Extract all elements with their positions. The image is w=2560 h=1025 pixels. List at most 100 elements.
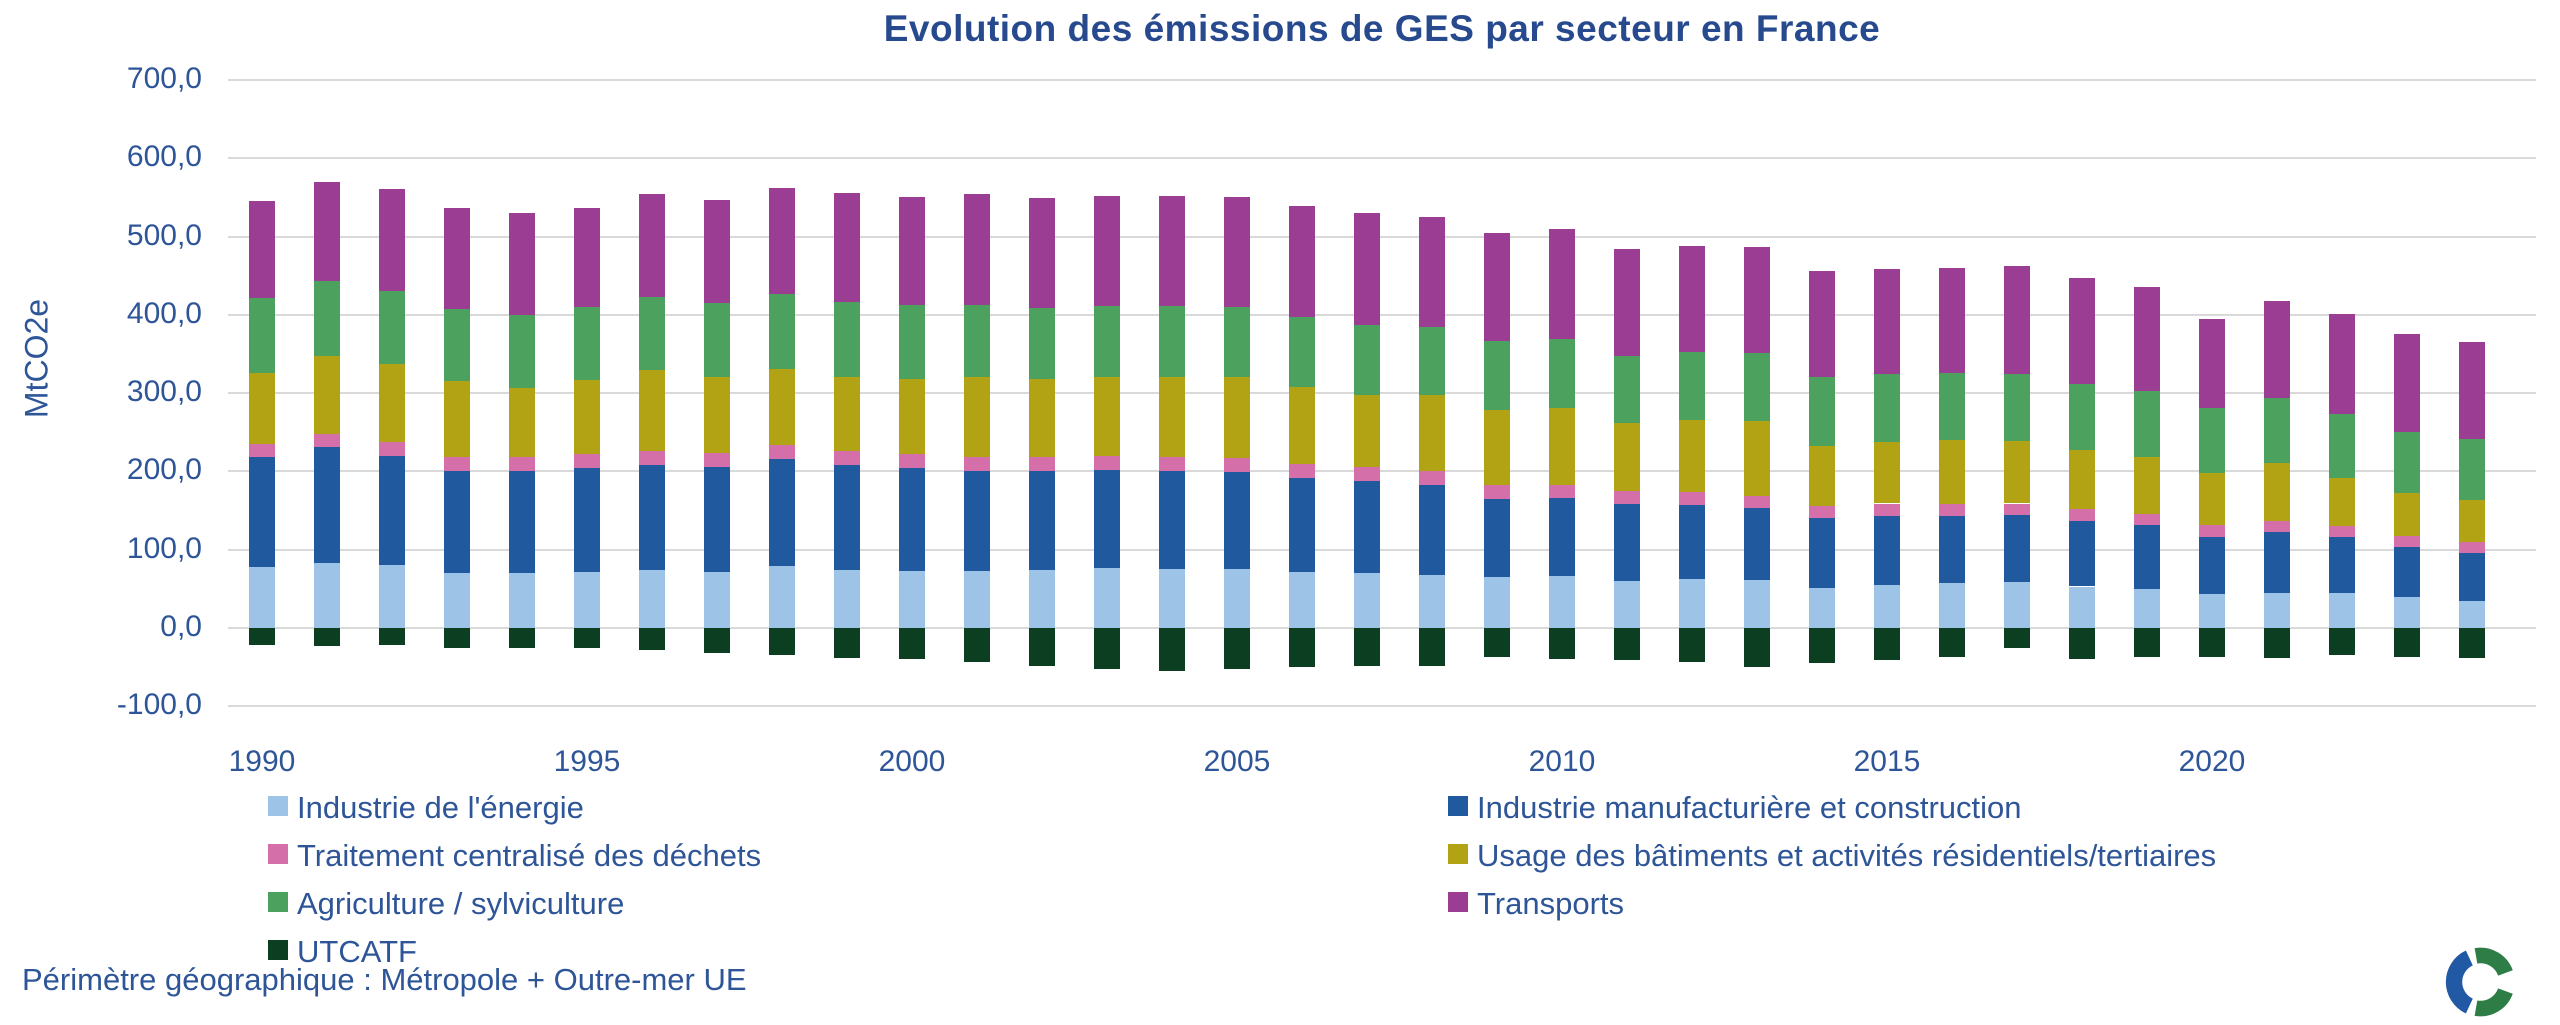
bar-segment [1419, 471, 1445, 485]
legend-label: Industrie manufacturière et construction [1477, 790, 2022, 825]
gridline [228, 627, 2536, 629]
bar-segment [704, 572, 730, 628]
bar-segment-utcatf [379, 628, 405, 646]
bar-segment [1484, 485, 1510, 499]
legend-item: UTCATF [268, 934, 417, 970]
bar-segment [2394, 536, 2420, 548]
bar-segment [509, 470, 535, 574]
bar-segment [1289, 317, 1315, 387]
bar-segment-utcatf [964, 628, 990, 663]
legend-label: Usage des bâtiments et activités résiden… [1477, 838, 2217, 873]
bar-segment [899, 196, 925, 306]
bar-segment [2069, 450, 2095, 509]
gridline [228, 392, 2536, 395]
bar-segment [639, 465, 665, 571]
bar-segment [769, 368, 795, 445]
bar-segment-utcatf [2264, 628, 2290, 658]
bar-segment [964, 194, 990, 305]
bar-segment [2264, 462, 2290, 521]
bar-segment-utcatf [834, 628, 860, 658]
bar-segment [769, 458, 795, 567]
bar-segment [964, 570, 990, 628]
bar-segment [769, 294, 795, 369]
bar-segment [1029, 570, 1055, 628]
bar-segment-utcatf [509, 628, 535, 648]
bar-segment [1874, 584, 1900, 628]
gridline [228, 705, 2536, 708]
bar-segment [1354, 480, 1380, 574]
bar-segment-utcatf [769, 628, 795, 656]
bar-segment [1029, 471, 1055, 571]
bar-segment-utcatf [1939, 628, 1965, 657]
bar-segment [964, 377, 990, 457]
legend-swatch [268, 796, 288, 816]
legend-item: Transports [1448, 886, 1624, 922]
bar-segment [704, 452, 730, 467]
bar-segment [444, 381, 470, 458]
bar-segment [1939, 516, 1965, 584]
bar-segment [1809, 445, 1835, 506]
bar-segment [249, 297, 275, 373]
bar-segment [704, 199, 730, 304]
bar-segment [1224, 306, 1250, 378]
bar-segment [1094, 568, 1120, 628]
bar-segment [249, 457, 275, 567]
bar-segment [1224, 472, 1250, 570]
bar-segment [834, 465, 860, 571]
bar-segment-utcatf [574, 628, 600, 649]
bar-segment [2134, 588, 2160, 628]
bar-segment [1679, 491, 1705, 506]
y-axis-tick-label: 700,0 [126, 61, 202, 95]
legend-item: Agriculture / sylviculture [268, 886, 624, 922]
bar-segment [2199, 472, 2225, 526]
bar-segment [1939, 267, 1965, 373]
bar-segment [2264, 592, 2290, 628]
bar-segment [314, 281, 340, 356]
bar-segment-utcatf [1094, 628, 1120, 669]
bar-segment [1029, 198, 1055, 308]
bar-segment [574, 572, 600, 628]
bar-segment [1419, 484, 1445, 575]
bar-segment [1354, 394, 1380, 467]
bar-segment [1939, 503, 1965, 517]
y-axis-tick-label: -100,0 [116, 688, 202, 722]
bar-segment [2004, 266, 2030, 374]
bar-segment [444, 309, 470, 382]
bar-segment [1159, 377, 1185, 458]
bar-segment [509, 387, 535, 457]
legend-swatch [268, 844, 288, 864]
bar-segment [769, 566, 795, 628]
bar-segment [2394, 333, 2420, 433]
y-axis-tick-label: 400,0 [126, 296, 202, 330]
gridline [228, 157, 2536, 160]
bar-segment [2004, 440, 2030, 504]
bar-segment [1939, 583, 1965, 628]
bar-segment-utcatf [314, 628, 340, 646]
bar-segment [379, 565, 405, 628]
bar-segment [639, 570, 665, 628]
bar-segment [899, 468, 925, 571]
bar-segment [2329, 414, 2355, 478]
bar-segment [2394, 432, 2420, 494]
bar-segment [1029, 307, 1055, 379]
y-axis-tick-label: 600,0 [126, 140, 202, 174]
bar-segment [964, 470, 990, 571]
bar-segment-utcatf [1549, 628, 1575, 659]
bar-segment [379, 188, 405, 291]
bar-segment [2069, 383, 2095, 451]
bar-segment [1614, 581, 1640, 628]
bar-segment [1289, 477, 1315, 572]
legend-label: Traitement centralisé des déchets [297, 838, 762, 873]
bar-segment [1354, 324, 1380, 395]
bar-segment [2329, 477, 2355, 527]
bar-segment [639, 451, 665, 466]
x-axis-tick-label: 2015 [1853, 745, 1921, 778]
bar-segment [769, 444, 795, 459]
bar-segment [2329, 526, 2355, 538]
bar-segment [1094, 376, 1120, 456]
bar-segment [899, 570, 925, 628]
bar-segment [2004, 373, 2030, 441]
bar-segment [2069, 277, 2095, 384]
bar-segment [574, 468, 600, 573]
